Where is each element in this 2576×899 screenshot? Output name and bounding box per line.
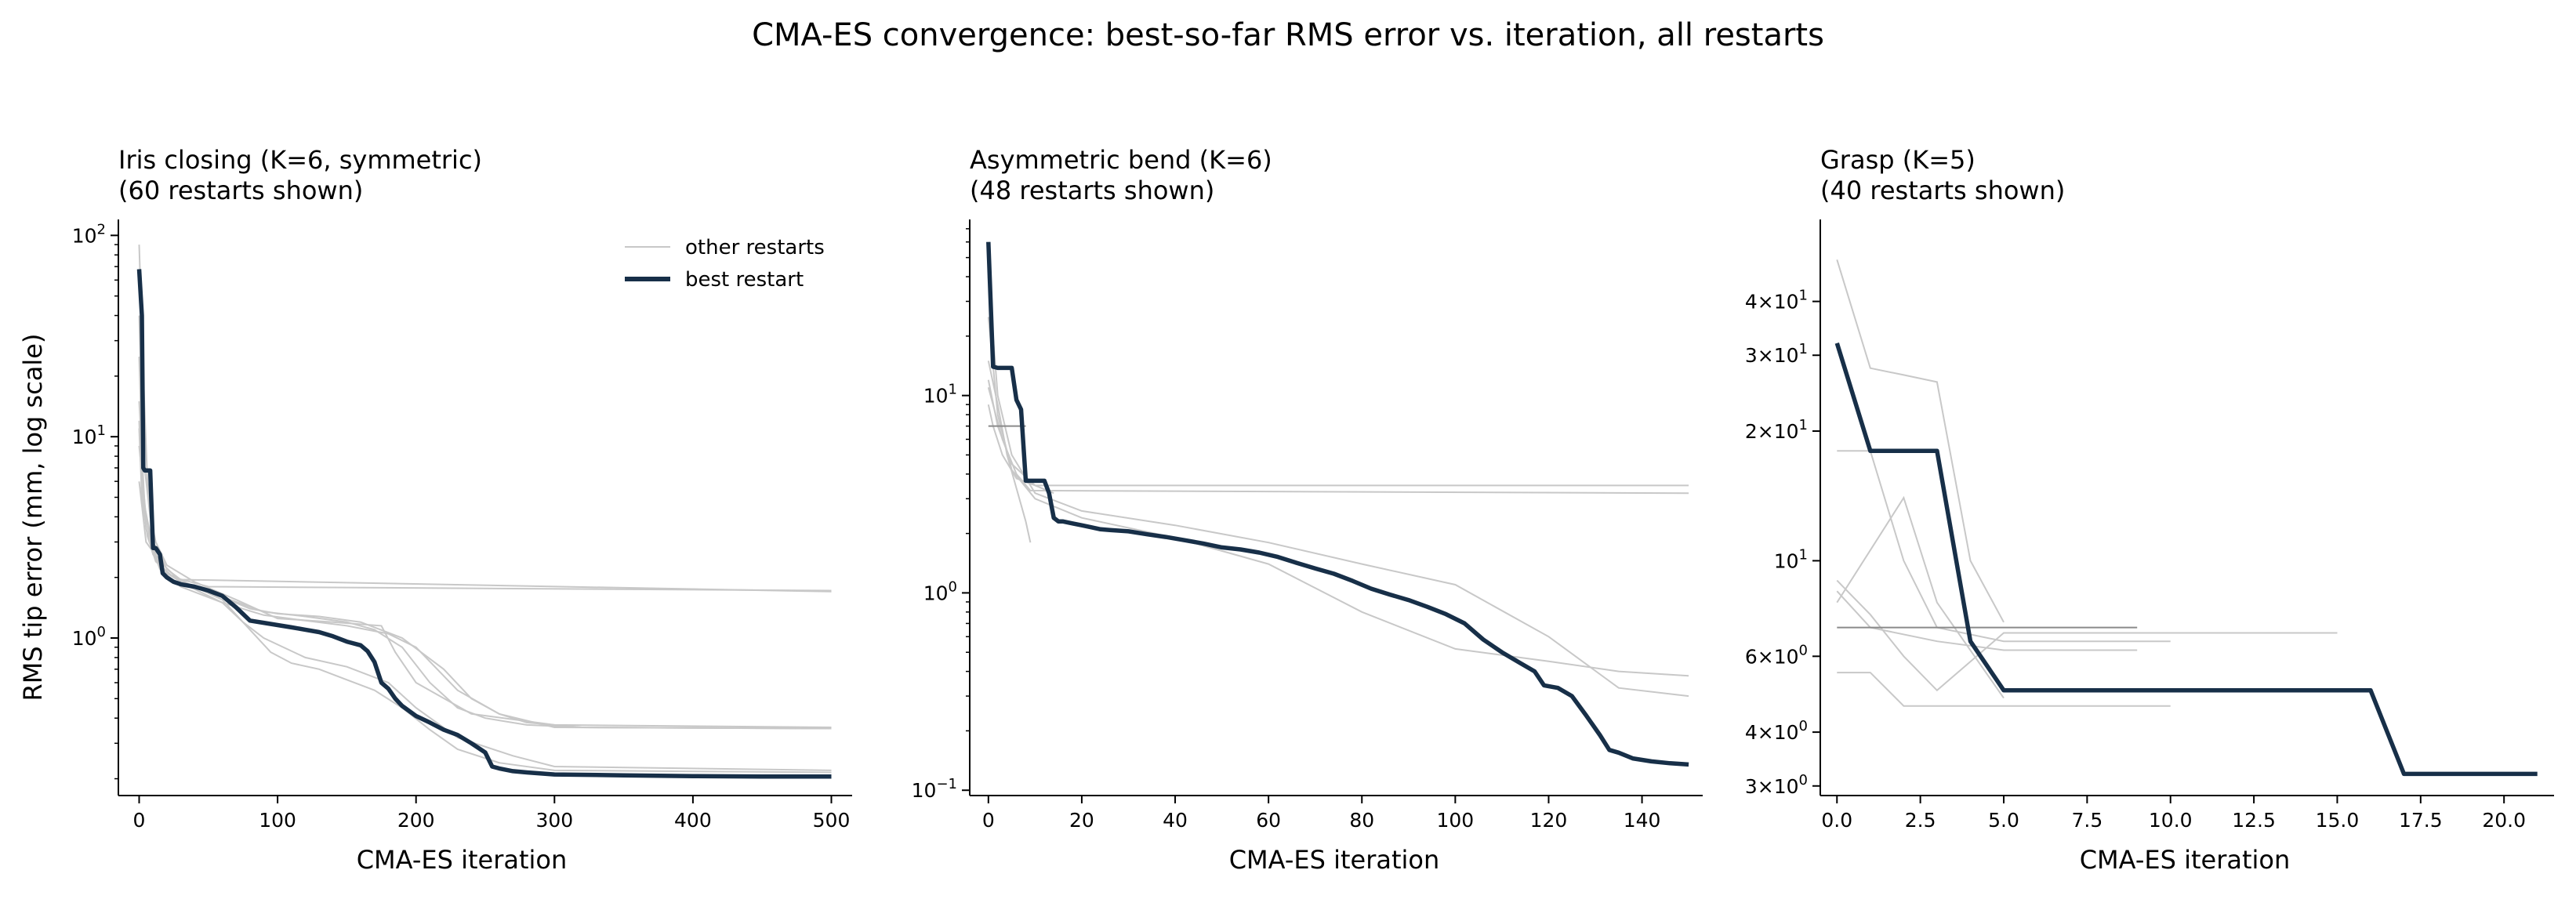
panel-3-y-tick-label: 3×100 <box>1745 772 1808 798</box>
panel-2-plot: 0 20 40 60 80 100 120 140 10−1 100 101 <box>912 219 1703 832</box>
panel-2-x-axis-label: CMA-ES iteration <box>1229 845 1440 875</box>
panel-2-x-tick-label: 120 <box>1530 809 1568 832</box>
panel-2-other-restart-line <box>987 404 1689 487</box>
panel-3-x-tick-label: 0.0 <box>1821 809 1852 832</box>
y-axis-label: RMS tip error (mm, log scale) <box>18 334 48 701</box>
panel-3-y-tick-label: 101 <box>1774 546 1808 572</box>
panel-1-x-tick-label: 0 <box>133 809 146 832</box>
legend: other restarts best restart <box>625 236 825 292</box>
panel-3-y-tick-label: 3×101 <box>1745 341 1808 367</box>
panel-2-title-line2: (48 restarts shown) <box>970 176 1214 205</box>
panel-3-x-tick-label: 10.0 <box>2149 809 2193 832</box>
legend-best-label: best restart <box>685 268 804 292</box>
panel-1-title-line2: (60 restarts shown) <box>118 176 363 205</box>
panel-2-other-restart-line <box>987 386 1689 495</box>
panel-3-plot: 0.0 2.5 5.0 7.5 10.0 12.5 15.0 17.5 20.0 3×100 4×1… <box>1745 219 2554 832</box>
panel-1: Iris closing (K=6, symmetric) (60 restar… <box>72 145 852 875</box>
panel-3-x-tick-label: 7.5 <box>2071 809 2103 832</box>
panel-2-y-tick-label: 10−1 <box>912 776 957 802</box>
panel-3-y-tick-label: 2×101 <box>1745 417 1808 443</box>
panel-1-title-line1: Iris closing (K=6, symmetric) <box>118 145 482 175</box>
panel-1-x-axis-label: CMA-ES iteration <box>357 845 568 875</box>
panel-2-x-tick-label: 100 <box>1437 809 1475 832</box>
panel-3-x-tick-label: 20.0 <box>2482 809 2526 832</box>
panel-2-x-tick-label: 20 <box>1069 809 1094 832</box>
panel-3-x-tick-label: 2.5 <box>1905 809 1936 832</box>
panel-1-x-tick-label: 100 <box>259 809 296 832</box>
panel-1-plot: 0 100 200 300 400 500 100 101 102 <box>72 219 852 832</box>
panel-1-x-tick-label: 300 <box>535 809 573 832</box>
panel-1-other-restart-line <box>138 428 832 592</box>
panel-3-best-restart-line <box>1834 342 2538 777</box>
panel-1-y-tick-label: 100 <box>72 624 106 650</box>
panel-3-title-line1: Grasp (K=5) <box>1820 145 1976 175</box>
panel-2-x-tick-label: 0 <box>982 809 995 832</box>
panel-3-other-restart-line <box>1836 259 2005 623</box>
panel-1-x-tick-label: 500 <box>813 809 851 832</box>
panel-2-other-restart-line <box>987 361 1032 543</box>
panel-1-other-restart-line <box>138 481 832 730</box>
panel-1-other-restart-line <box>138 356 832 730</box>
panel-2-x-tick-label: 60 <box>1256 809 1281 832</box>
panel-1-other-restart-line <box>138 420 832 730</box>
panel-1-x-tick-label: 200 <box>397 809 435 832</box>
panel-3-x-tick-label: 12.5 <box>2232 809 2276 832</box>
panel-2-other-restart-line <box>987 317 1689 677</box>
panel-1-y-tick-label: 101 <box>72 422 106 448</box>
panel-3-y-tick-label: 4×101 <box>1745 288 1808 314</box>
panel-2-best-restart-line <box>986 241 1689 767</box>
legend-other-label: other restarts <box>685 236 825 259</box>
panel-2-x-tick-label: 40 <box>1163 809 1188 832</box>
panel-3-y-tick-label: 6×100 <box>1745 642 1808 668</box>
panel-2-y-tick-label: 101 <box>923 382 957 408</box>
panel-1-other-restart-line <box>138 245 832 593</box>
panel-2-title-line1: Asymmetric bend (K=6) <box>970 145 1272 175</box>
panel-3-x-tick-label: 5.0 <box>1988 809 2019 832</box>
panel-1-other-restart-line <box>138 315 832 728</box>
panel-2-other-restart-line <box>987 276 1689 698</box>
panel-3-other-restart-line <box>1837 672 2171 707</box>
panel-3-other-restart-line <box>1836 495 2005 699</box>
panel-3-other-restart-line <box>1837 450 2171 643</box>
panel-3-x-tick-label: 15.0 <box>2316 809 2360 832</box>
panel-1-best-restart-line <box>136 269 832 779</box>
panel-3-other-restart-line <box>1836 579 2338 692</box>
panel-2: Asymmetric bend (K=6) (48 restarts shown… <box>912 145 1703 875</box>
panel-1-y-tick-label: 102 <box>72 221 106 247</box>
panel-3-other-restart-line <box>1836 590 2138 651</box>
panel-2-other-restart-line <box>987 379 1054 495</box>
panel-3: Grasp (K=5) (40 restarts shown) CMA-ES i… <box>1745 145 2554 875</box>
panel-3-x-axis-label: CMA-ES iteration <box>2080 845 2291 875</box>
panel-1-x-tick-label: 400 <box>674 809 712 832</box>
panel-2-y-tick-label: 100 <box>923 578 957 604</box>
figure-title: CMA-ES convergence: best-so-far RMS erro… <box>752 17 1824 53</box>
panel-3-x-tick-label: 17.5 <box>2399 809 2443 832</box>
panel-2-x-tick-label: 140 <box>1624 809 1661 832</box>
panel-3-title-line2: (40 restarts shown) <box>1820 176 2065 205</box>
panel-3-y-tick-label: 4×100 <box>1745 718 1808 744</box>
panel-2-x-tick-label: 80 <box>1349 809 1374 832</box>
